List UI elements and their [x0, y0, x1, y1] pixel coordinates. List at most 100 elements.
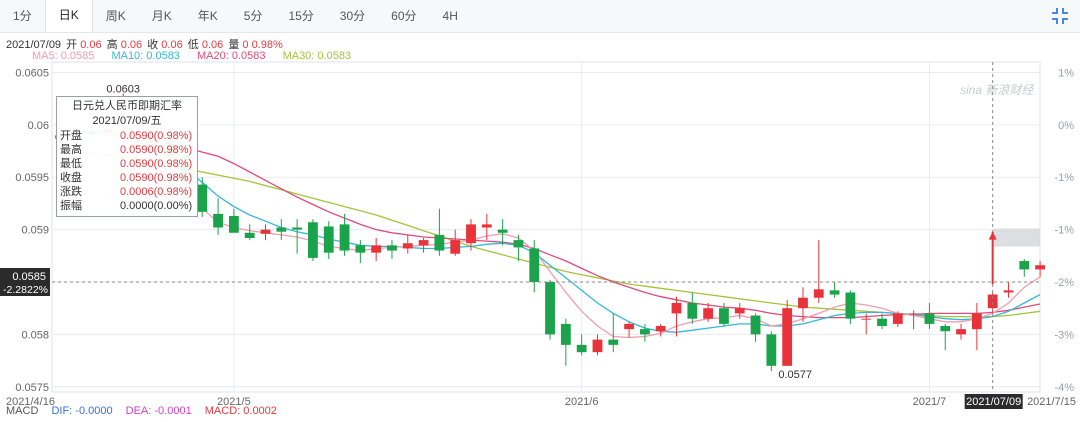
candle-body — [987, 294, 998, 309]
tooltip-row-open: 开盘 0.0590(0.98%) — [57, 129, 197, 143]
candle-body — [734, 308, 745, 314]
low-marker-label: 0.0577 — [778, 369, 812, 381]
candle-body — [671, 302, 682, 314]
candle-body — [687, 302, 698, 319]
tooltip-row-change: 涨跌 0.0006(0.98%) — [57, 185, 197, 199]
candle-body — [213, 213, 223, 228]
candle-body — [940, 326, 951, 332]
candle-body — [956, 329, 966, 335]
macd-label: MACD — [6, 405, 39, 417]
tab-weekly[interactable]: 周K — [105, 8, 126, 23]
tooltip-label: 最高 — [60, 144, 82, 156]
candle-body — [450, 240, 461, 254]
tab-15min[interactable]: 15分 — [288, 8, 314, 23]
candle-body — [244, 232, 255, 238]
volume-label: 量 — [228, 39, 240, 51]
crosshair-value: 0.0585 — [12, 271, 46, 283]
watermark: sina 新浪财经 — [960, 83, 1035, 97]
candle-body — [323, 226, 334, 253]
tooltip-value: 0.0000(0.00%) — [120, 200, 193, 212]
tab-yearly[interactable]: 年K — [197, 8, 218, 23]
tab-4h[interactable]: 4H — [442, 8, 458, 23]
candle-body — [845, 292, 856, 319]
crosshair-band — [992, 228, 1040, 247]
y-tick-label: 0.06 — [28, 120, 49, 132]
tab-5min[interactable]: 5分 — [243, 8, 263, 23]
candle-body — [466, 224, 476, 244]
data-tooltip: 日元兑人民币即期汇率 2021/07/09/五 开盘 0.0590(0.98%) … — [56, 96, 198, 217]
candle-body — [576, 344, 587, 353]
candle-body — [228, 216, 239, 233]
change-value: 0.98% — [251, 39, 283, 51]
x-tick-label: 2021/4/16 — [6, 396, 55, 408]
candle-body — [924, 313, 935, 324]
tooltip-value: 0.0590(0.98%) — [120, 130, 193, 142]
tooltip-value: 0.0006(0.98%) — [120, 186, 193, 198]
candle-body — [339, 224, 350, 251]
candle-body — [1019, 261, 1030, 270]
candle-body — [592, 339, 603, 353]
candle-body — [497, 229, 508, 233]
tooltip-row-high: 最高 0.0590(0.98%) — [57, 143, 197, 157]
tooltip-title: 日元兑人民币即期汇率 — [72, 100, 182, 112]
tooltip-row-amplitude: 振幅 0.0000(0.00%) — [57, 199, 197, 213]
crosshair-date: 2021/07/09 — [966, 396, 1021, 408]
fullscreen-icon[interactable] — [1050, 6, 1070, 26]
tooltip-label: 收盘 — [60, 172, 82, 184]
tooltip-label: 开盘 — [60, 130, 82, 142]
x-tick-label: 2021/7 — [913, 396, 947, 408]
candle-body — [813, 289, 824, 298]
candle-body — [877, 318, 887, 326]
candle-body — [371, 245, 382, 253]
tooltip-date: 2021/07/09/五 — [92, 115, 162, 127]
tab-30min[interactable]: 30分 — [339, 8, 366, 23]
low-value: 0.06 — [201, 39, 224, 51]
candle-body — [1035, 265, 1045, 270]
ma30-label: MA30: 0.0583 — [282, 50, 352, 62]
candle-body — [798, 297, 808, 309]
high-value: 0.06 — [120, 39, 143, 51]
tab-monthly[interactable]: 月K — [151, 8, 172, 23]
tooltip-value: 0.0590(0.98%) — [120, 158, 193, 170]
ma20-label: MA20: 0.0583 — [197, 50, 266, 62]
open-value: 0.06 — [80, 39, 102, 51]
ma10-label: MA10: 0.0583 — [111, 50, 180, 62]
candle-body — [624, 323, 634, 330]
close-label: 收 — [147, 39, 159, 51]
plot-frame — [51, 61, 1041, 393]
close-value: 0.06 — [161, 39, 183, 51]
period-tabs: 1分 日K 周K 月K 年K 5分 15分 30分 60分 4H — [0, 0, 1080, 33]
candle-body — [750, 315, 761, 335]
candle-body — [908, 313, 919, 315]
candle-body — [829, 290, 840, 295]
tab-60min[interactable]: 60分 — [391, 8, 417, 23]
ohlc-date: 2021/07/09 — [6, 39, 62, 51]
tab-1min[interactable]: 1分 — [13, 8, 32, 23]
candle-body — [560, 323, 571, 345]
candle-body — [608, 339, 619, 345]
y-tick-label: 0.0595 — [15, 172, 49, 184]
candle-body — [292, 227, 303, 230]
tooltip-label: 最低 — [60, 158, 82, 170]
candle-body — [513, 240, 524, 248]
candle-body — [703, 308, 714, 319]
tooltip-label: 涨跌 — [60, 186, 82, 198]
y-pct-tick-label: -4% — [1054, 382, 1074, 394]
x-tick-label: 2021/6 — [565, 396, 599, 408]
ohlc-readout: 2021/07/09 开 0.06 高 0.06 收 0.06 低 0.06 量… — [6, 36, 283, 52]
candle-body — [260, 229, 271, 234]
candle-body — [481, 224, 492, 228]
y-tick-label: 0.0575 — [15, 382, 49, 394]
tab-daily[interactable]: 日K — [44, 0, 93, 32]
tooltip-value: 0.0590(0.98%) — [120, 172, 193, 184]
macd-dea: DEA: -0.0001 — [125, 405, 192, 417]
candle-body — [418, 240, 429, 246]
macd-dif: DIF: -0.0000 — [51, 405, 113, 417]
crosshair-pct: -2.2822% — [3, 284, 48, 296]
y-pct-tick-label: -1% — [1054, 225, 1074, 237]
y-pct-tick-label: 1% — [1058, 67, 1074, 79]
ma10-line — [59, 131, 1041, 333]
candle-body — [892, 313, 903, 324]
candle-body — [545, 282, 555, 335]
